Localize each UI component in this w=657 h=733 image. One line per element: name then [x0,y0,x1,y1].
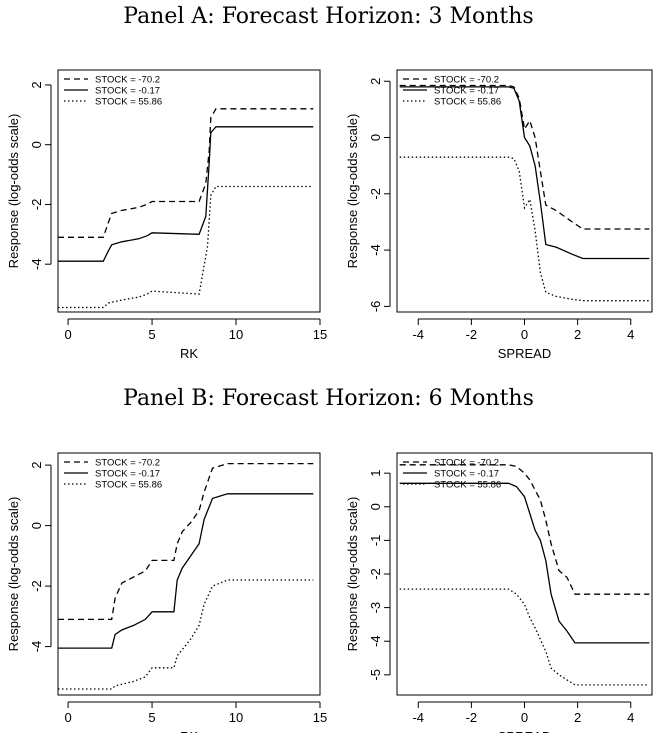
chart-2-y-tick-label: -6 [368,301,383,313]
chart-1-x-label: RK [180,346,198,361]
chart-3-legend-label-2: STOCK = -0.17 [95,469,160,480]
chart-4-x-tick-label: -2 [466,710,478,725]
panel-a-title: Panel A: Forecast Horizon: 3 Months [123,4,534,29]
chart-3-x-tick-label: 5 [148,710,155,725]
chart-2-x-tick-label: 2 [574,327,581,342]
chart-3-x-tick-label: 0 [64,710,71,725]
chart-1-series-line-1 [58,108,314,238]
chart-4-y-tick-label: -4 [368,635,383,647]
chart-3-series-line-3 [58,579,314,690]
chart-4-x-tick-label: 4 [627,710,634,725]
chart-2-legend-label-1: STOCK = -70.2 [434,75,499,86]
chart-2-series-line-3 [399,156,650,302]
chart-3-series-line-1 [58,462,314,621]
chart-4-frame [396,452,653,696]
chart-2-y-tick-label: 2 [368,78,383,85]
chart-2-x-label: SPREAD [498,346,551,361]
chart-3-x-tick-label: 10 [229,710,243,725]
chart-4-y-tick-label: -5 [368,669,383,681]
chart-2-y-tick-label: -2 [368,188,383,200]
chart-4-y-tick-label: -2 [368,568,383,580]
chart-1-legend-label-2: STOCK = -0.17 [95,86,160,97]
chart-3-frame [57,452,321,696]
chart-1-legend-label-1: STOCK = -70.2 [95,75,160,86]
chart-1-series-line-2 [58,126,314,262]
chart-2-legend-label-2: STOCK = -0.17 [434,86,499,97]
chart-4-series-line-3 [399,588,650,686]
chart-4-legend-label-2: STOCK = -0.17 [434,469,499,480]
chart-2-y-tick-label: -4 [368,244,383,256]
chart-1-x-tick-label: 0 [64,327,71,342]
chart-4-y-tick-label: 1 [368,470,383,477]
chart-3-y-tick-label: -4 [29,641,44,653]
chart-2-x-tick-label: -4 [412,327,424,342]
chart-3-legend-label-3: STOCK = 55.86 [95,480,162,491]
chart-2-series-line-1 [399,84,650,230]
chart-2-frame [396,69,653,313]
chart-2-y-label: Response (log-odds scale) [345,114,360,269]
chart-1-x-tick-label: 5 [148,327,155,342]
chart-1-y-tick-label: 0 [29,141,44,148]
chart-3-y-tick-label: -2 [29,580,44,592]
chart-4-y-tick-label: 0 [368,503,383,510]
chart-1-legend-label-3: STOCK = 55.86 [95,97,162,108]
chart-1-y-tick-label: -2 [29,199,44,211]
chart-4-x-tick-label: 0 [521,710,528,725]
chart-2-x-tick-label: 0 [521,327,528,342]
chart-4-x-tick-label: -4 [412,710,424,725]
panel-b-title: Panel B: Forecast Horizon: 6 Months [123,386,534,411]
chart-4-x-label: SPREAD [498,729,551,733]
chart-3-series-line-2 [58,493,314,649]
chart-2-series-line-2 [399,86,650,260]
chart-4-series-line-2 [399,482,650,644]
chart-4-y-tick-label: -1 [368,535,383,547]
chart-1-x-tick-label: 10 [229,327,243,342]
chart-1-frame [57,69,321,313]
chart-4-y-label: Response (log-odds scale) [345,497,360,652]
chart-3-y-tick-label: 2 [29,461,44,468]
chart-2-legend-label-3: STOCK = 55.86 [434,97,501,108]
chart-1-x-tick-label: 15 [313,327,327,342]
chart-1-y-tick-label: 2 [29,81,44,88]
chart-1-series-line-3 [58,185,314,309]
chart-4-legend-label-3: STOCK = 55.86 [434,480,501,491]
chart-2-x-tick-label: 4 [627,327,634,342]
chart-4-series-line-1 [399,464,650,595]
chart-4-legend-label-1: STOCK = -70.2 [434,458,499,469]
chart-4-x-tick-label: 2 [574,710,581,725]
chart-3-y-tick-label: 0 [29,522,44,529]
chart-2-y-tick-label: 0 [368,134,383,141]
chart-3-x-label: RK [180,729,198,733]
chart-1-y-tick-label: -4 [29,258,44,270]
chart-3-x-tick-label: 15 [313,710,327,725]
chart-3-legend-label-1: STOCK = -70.2 [95,458,160,469]
chart-1-y-label: Response (log-odds scale) [6,114,21,269]
chart-2-x-tick-label: -2 [466,327,478,342]
chart-3-y-label: Response (log-odds scale) [6,497,21,652]
chart-4-y-tick-label: -3 [368,602,383,614]
